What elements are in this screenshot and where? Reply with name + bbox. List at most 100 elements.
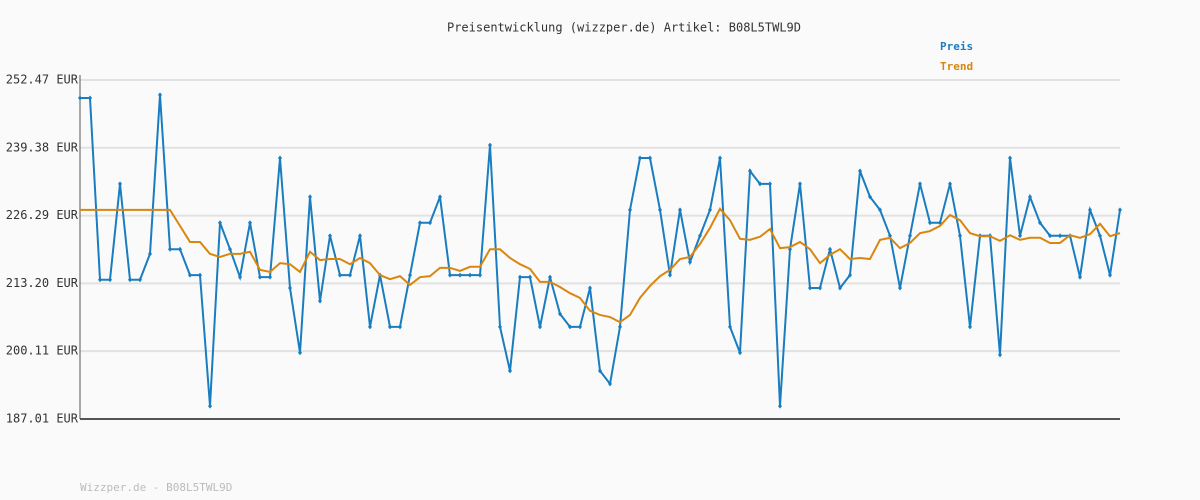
point bbox=[968, 324, 972, 330]
y-tick-label: 252.47 EUR bbox=[6, 73, 79, 87]
point bbox=[338, 272, 342, 278]
point bbox=[128, 277, 132, 283]
point bbox=[698, 233, 702, 239]
point bbox=[558, 311, 562, 317]
point bbox=[268, 274, 272, 280]
point bbox=[318, 298, 322, 304]
point bbox=[308, 194, 312, 200]
footer: Wizzper.de - B08L5TWL9D bbox=[80, 481, 232, 494]
point bbox=[238, 274, 242, 280]
point bbox=[148, 251, 152, 257]
point bbox=[908, 233, 912, 239]
point bbox=[638, 155, 642, 161]
point bbox=[918, 181, 922, 187]
point bbox=[418, 220, 422, 226]
y-tick-label: 213.20 EUR bbox=[6, 276, 79, 290]
point bbox=[898, 285, 902, 291]
point bbox=[118, 181, 122, 187]
point bbox=[158, 92, 162, 98]
point bbox=[998, 352, 1002, 358]
point bbox=[658, 207, 662, 213]
point bbox=[1058, 233, 1062, 239]
series-line bbox=[80, 207, 1121, 324]
point bbox=[528, 274, 532, 280]
point bbox=[518, 274, 522, 280]
point bbox=[648, 155, 652, 161]
point bbox=[218, 220, 222, 226]
point bbox=[1018, 233, 1022, 239]
point bbox=[878, 207, 882, 213]
point bbox=[78, 95, 82, 101]
legend-label: Trend bbox=[940, 60, 973, 73]
legend-label: Preis bbox=[940, 40, 973, 53]
point bbox=[1118, 207, 1122, 213]
chart-title: Preisentwicklung (wizzper.de) Artikel: B… bbox=[447, 21, 801, 35]
y-tick-label: 239.38 EUR bbox=[6, 140, 79, 154]
point bbox=[848, 272, 852, 278]
point bbox=[258, 274, 262, 280]
point bbox=[808, 285, 812, 291]
point bbox=[498, 324, 502, 330]
point bbox=[1038, 220, 1042, 226]
point bbox=[198, 272, 202, 278]
point bbox=[98, 277, 102, 283]
point bbox=[718, 155, 722, 161]
point bbox=[598, 368, 602, 374]
point bbox=[798, 181, 802, 187]
point bbox=[368, 324, 372, 330]
point bbox=[628, 207, 632, 213]
point bbox=[748, 168, 752, 174]
point bbox=[708, 207, 712, 213]
point bbox=[618, 324, 622, 330]
point bbox=[588, 285, 592, 291]
point bbox=[408, 272, 412, 278]
point bbox=[428, 220, 432, 226]
point bbox=[458, 272, 462, 278]
point bbox=[928, 220, 932, 226]
point bbox=[488, 142, 492, 148]
series-line bbox=[80, 94, 1121, 407]
point bbox=[108, 277, 112, 283]
point bbox=[1108, 272, 1112, 278]
y-tick-label: 187.01 EUR bbox=[6, 412, 79, 426]
point bbox=[438, 194, 442, 200]
point bbox=[358, 233, 362, 239]
point bbox=[478, 272, 482, 278]
point bbox=[768, 181, 772, 187]
point bbox=[548, 274, 552, 280]
point bbox=[948, 181, 952, 187]
point bbox=[568, 324, 572, 330]
point bbox=[868, 194, 872, 200]
point bbox=[578, 324, 582, 330]
point bbox=[138, 277, 142, 283]
point bbox=[288, 285, 292, 291]
point bbox=[388, 324, 392, 330]
point bbox=[758, 181, 762, 187]
point bbox=[688, 259, 692, 265]
point bbox=[538, 324, 542, 330]
point bbox=[188, 272, 192, 278]
point bbox=[858, 168, 862, 174]
point bbox=[508, 368, 512, 374]
point bbox=[678, 207, 682, 213]
point bbox=[448, 272, 452, 278]
point bbox=[778, 403, 782, 409]
point bbox=[738, 350, 742, 356]
y-tick-label: 200.11 EUR bbox=[6, 344, 79, 358]
point bbox=[668, 272, 672, 278]
point bbox=[168, 246, 172, 252]
point bbox=[1008, 155, 1012, 161]
point bbox=[1078, 274, 1082, 280]
point bbox=[1088, 207, 1092, 213]
point bbox=[398, 324, 402, 330]
point bbox=[468, 272, 472, 278]
point bbox=[1028, 194, 1032, 200]
point bbox=[1098, 233, 1102, 239]
point bbox=[208, 403, 212, 409]
point bbox=[728, 324, 732, 330]
point bbox=[828, 246, 832, 252]
point bbox=[348, 272, 352, 278]
point bbox=[818, 285, 822, 291]
point bbox=[228, 246, 232, 252]
